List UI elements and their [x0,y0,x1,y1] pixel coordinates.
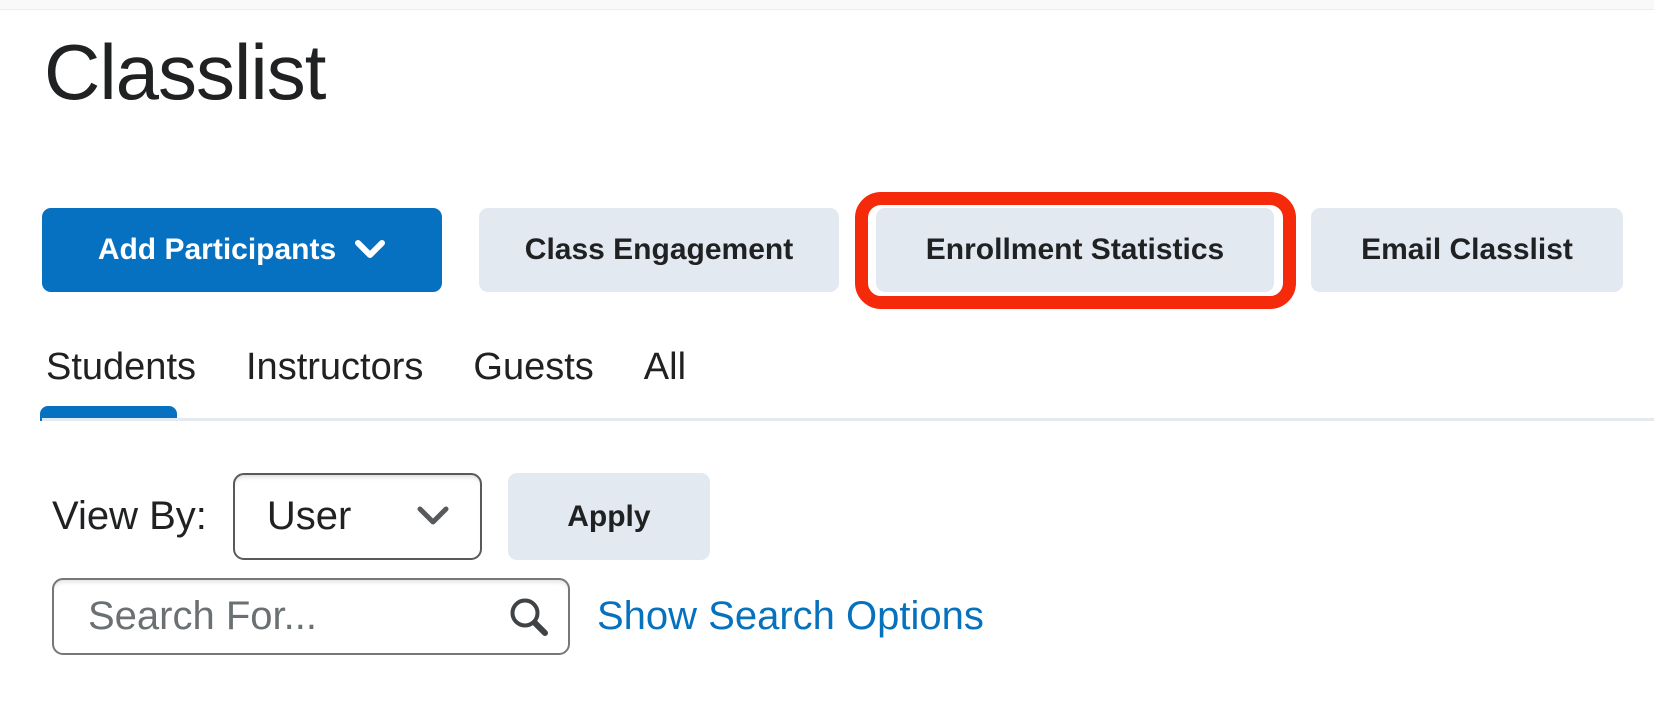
chevron-down-icon [416,505,450,528]
search-row: Show Search Options [52,578,984,655]
show-search-options-link[interactable]: Show Search Options [597,594,984,638]
enrollment-statistics-wrap: Enrollment Statistics [855,192,1296,309]
add-participants-label: Add Participants [97,233,337,266]
enrollment-statistics-label: Enrollment Statistics [925,233,1225,266]
top-bar [0,0,1654,10]
class-engagement-button[interactable]: Class Engagement [479,208,839,292]
tab-students[interactable]: Students [46,346,196,388]
enrollment-tabs: Students Instructors Guests All [46,346,686,389]
apply-button[interactable]: Apply [507,473,710,560]
class-engagement-label: Class Engagement [524,233,794,266]
active-tab-indicator [40,406,177,421]
email-classlist-button[interactable]: Email Classlist [1311,208,1623,292]
enrollment-statistics-button[interactable]: Enrollment Statistics [876,208,1274,292]
search-input[interactable] [54,580,490,653]
add-participants-button[interactable]: Add Participants [42,208,442,292]
view-by-label: View By: [52,494,207,538]
search-box [52,578,570,655]
page-title: Classlist [44,28,326,116]
email-classlist-label: Email Classlist [1361,233,1573,266]
tab-all[interactable]: All [643,346,687,388]
view-by-selected-value: User [266,494,352,538]
toolbar: Add Participants Class Engagement Enroll… [42,192,1623,309]
view-by-select[interactable]: User [232,473,482,560]
chevron-down-icon [354,239,386,261]
tabs-divider-line [42,418,1654,421]
view-by-row: View By: User Apply [52,473,710,560]
search-icon[interactable] [490,580,568,653]
tab-guests[interactable]: Guests [473,346,594,388]
tab-instructors[interactable]: Instructors [246,346,424,388]
